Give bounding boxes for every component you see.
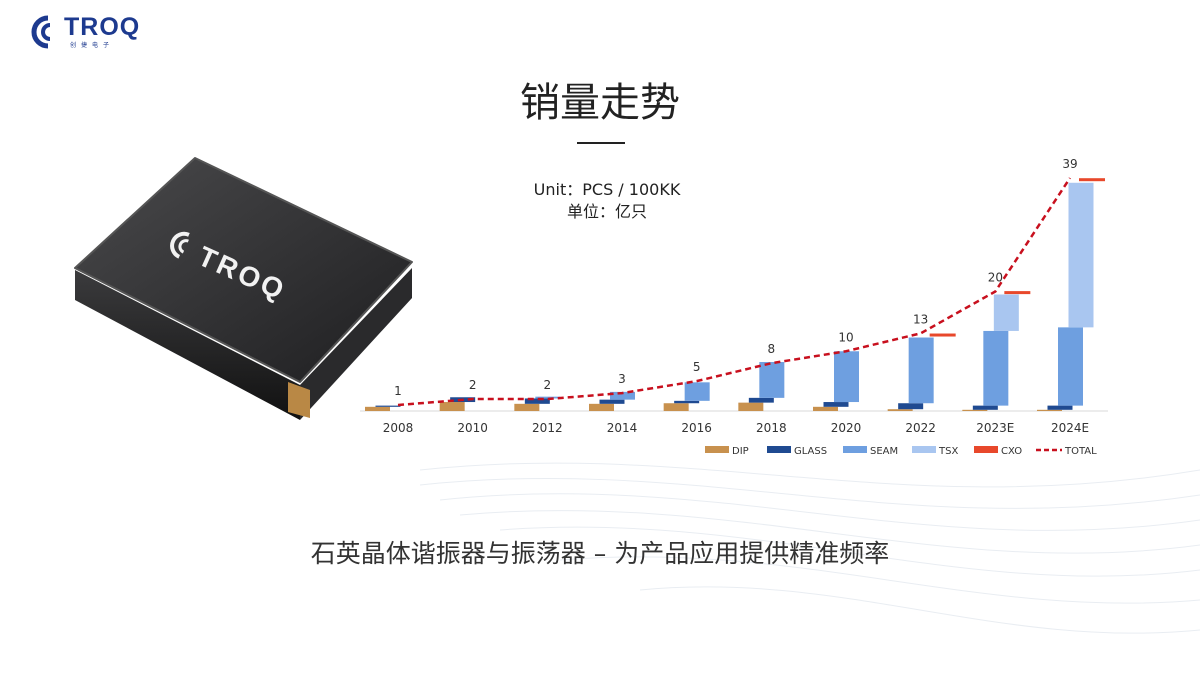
bar-glass-2020	[823, 402, 849, 407]
page-title: 销量走势	[520, 80, 680, 126]
bar-cxo-2023E	[1004, 291, 1031, 295]
bar-glass-2022	[898, 403, 924, 410]
bar-dip-2016	[663, 403, 689, 411]
bar-glass-2024E	[1047, 405, 1073, 410]
bar-dip-2018	[738, 402, 764, 411]
legend-item-dip: DIP	[705, 446, 749, 457]
legend-label: CXO	[1001, 446, 1022, 457]
unit-label-en: Unit：PCS / 100KK	[533, 180, 681, 199]
bar-glass-2008	[375, 405, 401, 407]
bar-cxo-2024E	[1079, 178, 1105, 182]
legend-swatch	[843, 446, 867, 453]
x-tick-label: 2018	[756, 421, 787, 435]
legend-item-cxo: CXO	[974, 446, 1022, 457]
bar-dip-2022	[887, 409, 913, 411]
unit-label-cn: 单位：亿只	[566, 202, 647, 221]
total-data-label: 8	[768, 342, 776, 356]
x-tick-label: 2014	[607, 421, 638, 435]
bar-dip-2008	[365, 406, 390, 411]
x-tick-label: 2023E	[976, 421, 1014, 435]
legend-swatch	[767, 446, 791, 453]
bar-glass-2012	[524, 398, 550, 404]
bar-seam-2014	[610, 391, 635, 400]
legend-label: DIP	[732, 446, 749, 457]
crystal-oscillator-product-image: TROQ	[74, 157, 413, 420]
bar-tsx-2023E	[993, 294, 1019, 331]
bar-glass-2016	[674, 400, 700, 404]
total-data-label: 10	[838, 330, 853, 344]
x-tick-label: 2020	[831, 421, 862, 435]
total-data-label: 1	[394, 384, 402, 398]
x-tick-label: 2022	[905, 421, 936, 435]
bar-seam-2022	[908, 337, 934, 404]
legend-swatch	[912, 446, 936, 453]
bar-dip-2020	[813, 406, 838, 411]
legend-item-seam: SEAM	[843, 446, 898, 457]
bar-dip-2024E	[1037, 409, 1062, 411]
bar-seam-2012	[535, 396, 561, 399]
company-logo	[31, 15, 51, 49]
legend-label: SEAM	[870, 446, 898, 457]
total-line	[397, 177, 1072, 407]
bar-dip-2014	[589, 403, 614, 411]
total-data-label: 13	[913, 312, 928, 326]
x-tick-label: 2016	[681, 421, 712, 435]
legend-item-glass: GLASS	[767, 446, 827, 457]
bar-tsx-2024E	[1068, 182, 1094, 328]
x-tick-label: 2008	[383, 421, 414, 435]
x-tick-label: 2012	[532, 421, 563, 435]
legend-swatch	[974, 446, 998, 453]
slide-subtitle: 石英晶体谐振器与振荡器 – 为产品应用提供精准频率	[310, 539, 890, 568]
bar-seam-2023E	[983, 330, 1009, 406]
legend-label: GLASS	[794, 446, 827, 457]
bar-dip-2023E	[962, 409, 988, 411]
bar-seam-2018	[759, 362, 785, 398]
bar-glass-2018	[748, 397, 774, 403]
bar-dip-2010	[439, 402, 465, 411]
logo-subtext: 创捷电子	[70, 42, 115, 49]
bar-cxo-2022	[929, 333, 956, 337]
total-data-label: 2	[469, 378, 477, 392]
bar-glass-2014	[599, 399, 625, 404]
legend-item-total: TOTAL	[1036, 446, 1097, 457]
logo-text: TROQ	[64, 13, 141, 41]
bar-seam-2020	[834, 351, 859, 403]
bar-dip-2012	[514, 403, 540, 411]
total-data-label: 39	[1062, 157, 1077, 171]
legend-item-tsx: TSX	[912, 446, 958, 457]
total-data-label: 3	[618, 372, 626, 386]
total-data-label: 2	[544, 378, 552, 392]
bar-seam-2024E	[1058, 327, 1083, 406]
total-data-label: 5	[693, 360, 701, 374]
bar-seam-2016	[684, 382, 710, 401]
x-tick-label: 2024E	[1051, 421, 1089, 435]
legend-swatch	[705, 446, 729, 453]
legend-label: TSX	[938, 446, 958, 457]
x-tick-label: 2010	[457, 421, 488, 435]
bar-glass-2023E	[972, 405, 998, 410]
legend-label: TOTAL	[1064, 446, 1097, 457]
title-underline	[577, 142, 625, 144]
total-data-label: 20	[988, 271, 1003, 285]
